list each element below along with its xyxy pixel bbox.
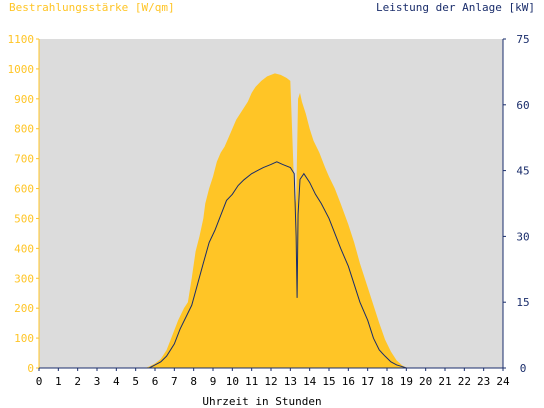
- y-tick-right-label: 30: [516, 230, 529, 243]
- x-tick-label: 10: [226, 375, 239, 388]
- y-tick-left-label: 0: [27, 362, 34, 375]
- x-tick-label: 23: [477, 375, 490, 388]
- y-tick-right-label: 45: [516, 165, 529, 178]
- power-line: [39, 161, 503, 369]
- x-tick-label: 3: [94, 375, 101, 388]
- x-tick-label: 13: [284, 375, 297, 388]
- y-tick-left-label: 1000: [8, 63, 35, 76]
- x-tick-label: 16: [342, 375, 355, 388]
- y-tick-right-label: 75: [516, 33, 529, 46]
- y-tick-left-label: 200: [14, 302, 34, 315]
- x-tick-label: 17: [361, 375, 374, 388]
- y-tick-right-label: 60: [516, 99, 529, 112]
- x-tick-label: 22: [458, 375, 471, 388]
- x-tick-label: 19: [400, 375, 413, 388]
- x-tick-label: 18: [380, 375, 393, 388]
- y-tick-left-label: 800: [14, 123, 34, 136]
- x-tick-label: 4: [113, 375, 120, 388]
- y-tick-left-label: 300: [14, 272, 34, 285]
- y-tick-left-label: 100: [14, 332, 34, 345]
- x-tick-label: 21: [438, 375, 451, 388]
- x-tick-label: 6: [152, 375, 159, 388]
- y-tick-right-label: 15: [516, 296, 529, 309]
- y-tick-left-label: 500: [14, 212, 34, 225]
- y-tick-left-label: 1100: [8, 33, 35, 46]
- x-tick-label: 8: [190, 375, 197, 388]
- y-axis-left-label: Bestrahlungsstärke [W/qm]: [9, 1, 175, 14]
- x-tick-label: 14: [303, 375, 317, 388]
- irradiance-area: [39, 73, 503, 369]
- y-tick-left-label: 400: [14, 242, 34, 255]
- y-axis-right-label: Leistung der Anlage [kW]: [376, 1, 535, 14]
- x-tick-label: 1: [55, 375, 62, 388]
- y-tick-left-label: 700: [14, 153, 34, 166]
- x-tick-label: 15: [322, 375, 335, 388]
- y-tick-left-label: 600: [14, 183, 34, 196]
- x-tick-label: 11: [245, 375, 258, 388]
- x-axis-label: Uhrzeit in Stunden: [202, 395, 322, 408]
- x-tick-label: 9: [210, 375, 217, 388]
- x-tick-label: 12: [264, 375, 277, 388]
- x-tick-label: 2: [74, 375, 81, 388]
- x-tick-label: 5: [132, 375, 139, 388]
- y-tick-right-label: 0: [520, 362, 527, 375]
- x-tick-label: 7: [171, 375, 178, 388]
- x-tick-label: 24: [496, 375, 510, 388]
- y-tick-left-label: 900: [14, 93, 34, 106]
- x-tick-label: 0: [36, 375, 43, 388]
- x-tick-label: 20: [419, 375, 432, 388]
